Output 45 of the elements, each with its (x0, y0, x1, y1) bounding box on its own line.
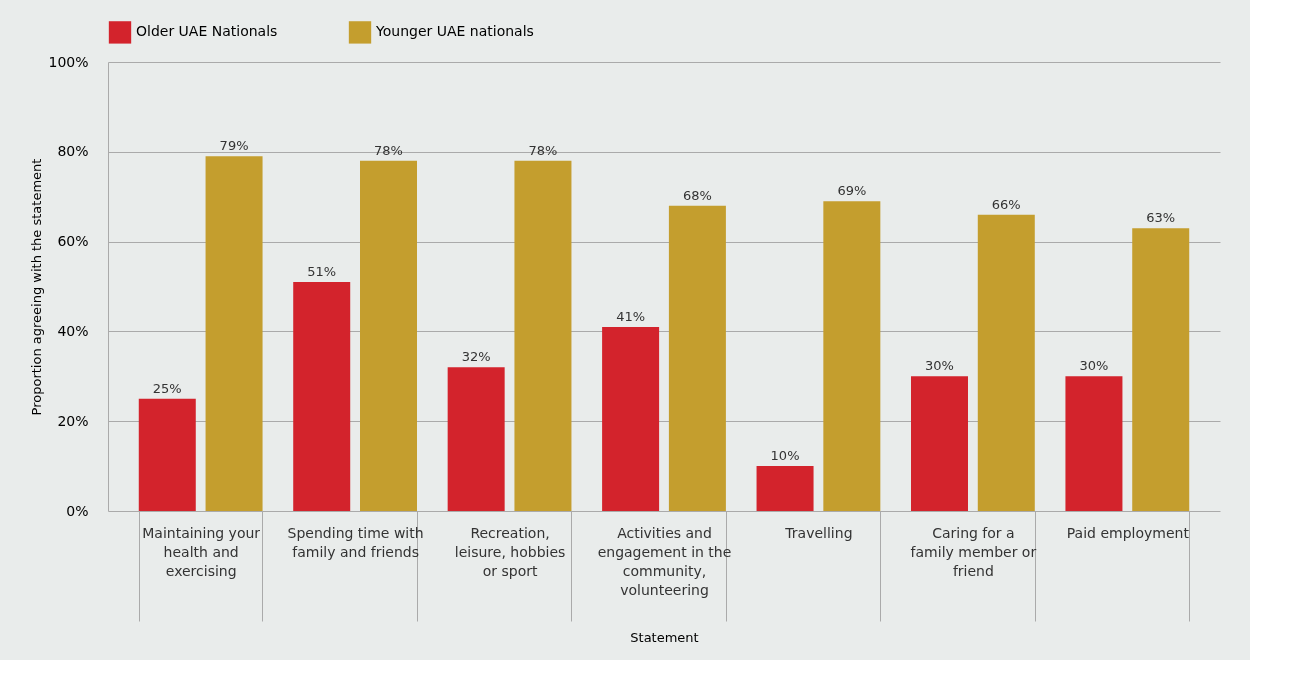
bar (514, 160, 572, 511)
x-tick-label: Travelling (784, 524, 853, 541)
bar (360, 160, 417, 511)
data-label: 51% (307, 264, 337, 280)
x-tick-label: Maintaining your health and exercising (142, 524, 261, 579)
legend-label: Older UAE Nationals (136, 23, 278, 40)
bar (602, 326, 660, 511)
bar (447, 367, 505, 511)
data-label: 41% (616, 308, 646, 324)
y-tick-label: 60% (57, 233, 89, 250)
y-tick-label: 100% (48, 53, 89, 70)
bar (911, 376, 968, 511)
bar (823, 201, 881, 511)
y-tick-label: 80% (57, 143, 89, 160)
x-axis-title: Statement (630, 630, 699, 645)
y-axis-title: Proportion agreeing with the statement (29, 158, 45, 416)
data-label: 78% (374, 142, 403, 158)
data-label: 10% (770, 448, 800, 464)
bar (668, 205, 726, 511)
y-tick-label: 40% (57, 322, 89, 339)
x-tick-label: Recreation, leisure, hobbies or sport (454, 524, 566, 579)
data-label: 30% (925, 358, 954, 374)
data-label: 30% (1079, 358, 1109, 374)
x-tick-label: Paid employment (1066, 524, 1190, 541)
bar (1065, 376, 1123, 511)
data-label: 63% (1146, 210, 1176, 226)
x-tick-label: Spending time with family and friends (287, 524, 424, 560)
y-tick-label: 0% (66, 502, 89, 519)
legend-label: Younger UAE nationals (375, 23, 534, 40)
data-label: 79% (219, 138, 249, 154)
data-label: 78% (528, 142, 558, 158)
bar (756, 466, 814, 511)
y-tick-label: 20% (57, 412, 89, 429)
data-label: 68% (682, 187, 712, 203)
bar (205, 156, 263, 511)
data-label: 66% (991, 196, 1021, 212)
bar (138, 398, 196, 511)
bar (293, 282, 351, 511)
data-label: 25% (152, 380, 182, 396)
bar (1132, 228, 1190, 511)
bar (977, 214, 1035, 511)
data-label: 32% (461, 349, 491, 365)
data-label: 69% (837, 183, 867, 199)
x-tick-label: Caring for a family member or friend (910, 524, 1037, 579)
x-tick-label: Activities and engagement in the community, volunteering (597, 524, 732, 598)
